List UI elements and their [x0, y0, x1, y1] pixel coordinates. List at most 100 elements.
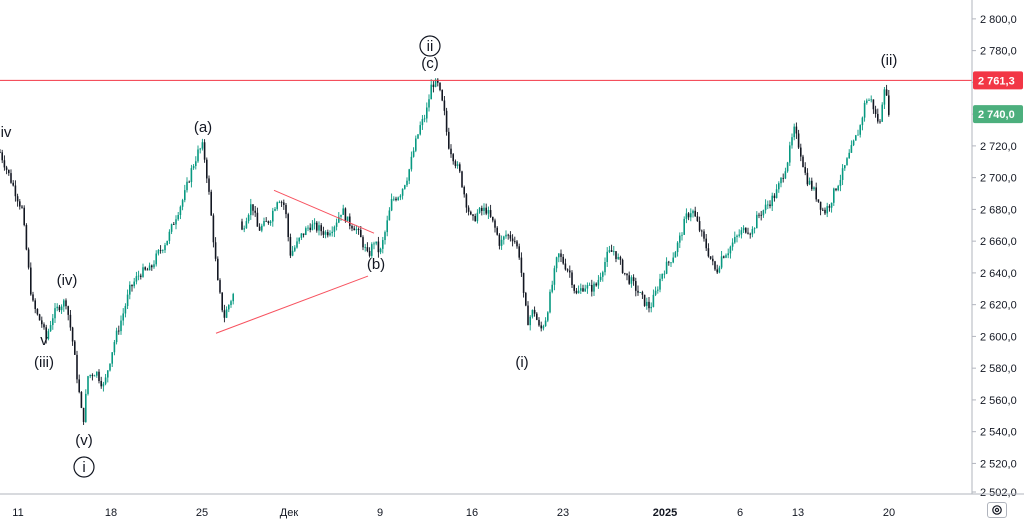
candle-body — [784, 171, 787, 179]
candle-body — [89, 374, 91, 377]
candle-body — [322, 231, 325, 235]
candle-body — [549, 291, 551, 313]
candle-body — [71, 327, 74, 342]
candle-body — [540, 325, 542, 329]
candle-body — [195, 161, 197, 167]
candle-body — [650, 306, 652, 309]
candle-body — [302, 233, 305, 235]
candle-body — [379, 248, 382, 253]
wave-label: (v) — [75, 432, 93, 449]
price-tick-label: 2 580,0 — [980, 363, 1017, 375]
candle-body — [813, 187, 815, 190]
candle-body — [674, 252, 677, 258]
candle-body — [797, 133, 800, 148]
candle-body — [401, 188, 404, 196]
candle-body — [522, 272, 525, 293]
candle-body — [146, 269, 149, 271]
candle-body — [866, 100, 868, 103]
candle-body — [485, 207, 487, 214]
candle-body — [753, 228, 756, 230]
candle-body — [316, 222, 318, 231]
candle-body — [309, 227, 311, 230]
time-tick-label: 6 — [737, 507, 743, 519]
candle-body — [78, 379, 80, 393]
candle-body — [360, 229, 362, 238]
candle-body — [223, 310, 226, 318]
candle-body — [285, 204, 287, 215]
candle-body — [767, 204, 769, 206]
candle-body — [725, 255, 727, 258]
candle-body — [199, 148, 201, 150]
candle-body — [617, 256, 619, 259]
candle-body — [38, 314, 41, 321]
candle-body — [133, 281, 135, 287]
candle-body — [267, 221, 270, 224]
candle-body — [824, 209, 826, 214]
candle-body — [476, 212, 479, 222]
candle-body — [96, 371, 98, 376]
candle-body — [349, 216, 351, 226]
candle-body — [298, 237, 300, 242]
candle-body — [217, 258, 219, 281]
candle-body — [450, 148, 452, 155]
axis-settings-button[interactable] — [987, 502, 1007, 518]
candle-body — [698, 221, 701, 231]
candle-body — [586, 285, 589, 289]
candle-body — [643, 294, 646, 306]
candle-body — [665, 261, 668, 274]
wave-label: (iv) — [57, 272, 78, 289]
candle-body — [841, 168, 844, 180]
candle-body — [815, 187, 817, 200]
candle-body — [461, 171, 463, 188]
candle-body — [577, 290, 580, 294]
candle-body — [305, 228, 307, 235]
candle-body — [514, 241, 516, 243]
candle-body — [41, 320, 43, 325]
candle-body — [564, 263, 567, 270]
candle-body — [470, 211, 472, 215]
time-tick-label: 23 — [557, 507, 569, 519]
candle-body — [313, 222, 316, 225]
candle-body — [538, 319, 540, 326]
time-axis[interactable]: 11 18 25 Дек 9 16 23 2025 6 13 20 — [0, 493, 1024, 519]
candle-body — [144, 267, 146, 270]
candle-body — [793, 126, 795, 138]
candle-body — [177, 214, 179, 220]
price-tick-label: 2 540,0 — [980, 427, 1017, 439]
candle-body — [221, 292, 223, 311]
candle-body — [868, 99, 870, 101]
candle-body — [518, 246, 520, 258]
candle-body — [681, 234, 683, 236]
price-tick-label: 2 660,0 — [980, 236, 1017, 248]
candle-body — [291, 250, 294, 256]
wave-label-circle — [73, 456, 95, 478]
candle-body — [368, 250, 371, 256]
candle-body — [456, 164, 459, 166]
candle-body — [808, 180, 811, 185]
candle-body — [597, 279, 600, 286]
candle-body — [151, 265, 153, 268]
candle-body — [8, 169, 10, 174]
candle-body — [551, 284, 553, 292]
candle-body — [269, 221, 272, 224]
candle-body — [828, 206, 831, 208]
candle-body — [342, 208, 344, 215]
candle-body — [232, 294, 234, 302]
price-tick-label: 2 700,0 — [980, 173, 1017, 185]
candle-body — [525, 292, 527, 306]
candle-body — [131, 284, 133, 287]
candle-body — [102, 383, 105, 387]
candle-body — [166, 240, 168, 246]
price-tick-label: 2 600,0 — [980, 331, 1017, 343]
candle-body — [544, 320, 547, 327]
candle-body — [280, 202, 283, 204]
candle-body — [377, 241, 380, 253]
candle-body — [417, 134, 419, 139]
time-tick-label: 9 — [377, 507, 383, 519]
candle-body — [804, 167, 806, 173]
time-tick-label: 18 — [105, 507, 117, 519]
candle-body — [819, 201, 822, 210]
candle-body — [503, 236, 505, 240]
candle-body — [806, 172, 809, 185]
